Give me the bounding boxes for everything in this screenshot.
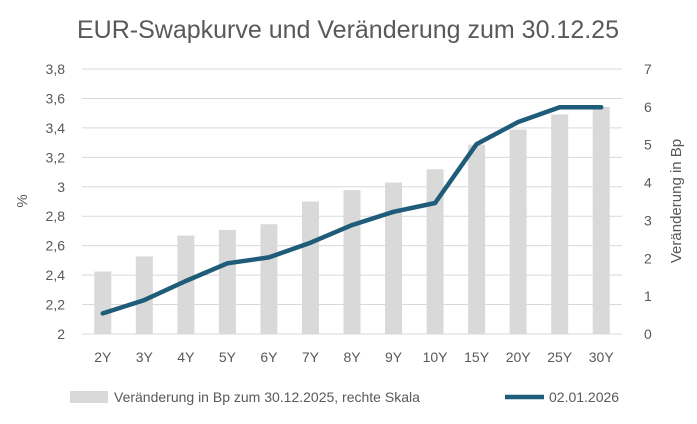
x-axis-ticks: 2Y 3Y 4Y 5Y 6Y 7Y 8Y 9Y 10Y 15Y 20Y 25Y 30Y: [94, 349, 614, 365]
line-point: [559, 106, 561, 108]
left-tick-label: 3,4: [46, 120, 66, 136]
line-series: [100, 105, 604, 316]
line-point: [226, 262, 228, 264]
legend-bar-swatch: [70, 391, 108, 403]
x-tick-label: 9Y: [385, 349, 403, 365]
line-point: [393, 211, 395, 213]
bar: [385, 182, 403, 334]
left-tick-label: 3,6: [46, 90, 66, 106]
right-tick-label: 5: [644, 137, 652, 153]
chart-title: EUR-Swapkurve und Veränderung zum 30.12.…: [77, 16, 619, 44]
right-axis-ticks: 0 1 2 3 4 5 6 7: [644, 61, 652, 342]
line-point: [476, 143, 478, 145]
bar: [468, 144, 486, 334]
line-point: [434, 202, 436, 204]
left-tick-label: 3: [57, 179, 65, 195]
x-tick-label: 30Y: [589, 349, 615, 365]
line-point: [143, 299, 145, 301]
left-tick-label: 3,8: [46, 61, 66, 77]
line-point: [517, 121, 519, 123]
x-tick-label: 4Y: [177, 349, 195, 365]
bar: [94, 271, 112, 334]
right-tick-label: 1: [644, 288, 652, 304]
bar: [551, 114, 569, 334]
x-tick-label: 15Y: [464, 349, 490, 365]
right-tick-label: 6: [644, 99, 652, 115]
right-tick-label: 4: [644, 175, 652, 191]
left-tick-label: 3,2: [46, 149, 66, 165]
bar: [426, 169, 444, 334]
right-axis-label: Veränderung in Bp: [668, 139, 685, 263]
bar: [260, 224, 278, 334]
left-axis-label: %: [14, 194, 31, 207]
line-point: [185, 280, 187, 282]
left-tick-label: 2: [57, 326, 65, 342]
x-tick-label: 8Y: [343, 349, 361, 365]
line-point: [102, 312, 104, 314]
bar: [343, 190, 361, 334]
line-point: [351, 224, 353, 226]
legend-line-label: 02.01.2026: [549, 389, 619, 405]
right-tick-label: 0: [644, 326, 652, 342]
line-point: [309, 242, 311, 244]
left-tick-label: 2,6: [46, 238, 66, 254]
bar: [592, 106, 610, 334]
left-axis-ticks: 2 2,2 2,4 2,6 2,8 3 3,2 3,4 3,6 3,8: [46, 61, 66, 342]
left-tick-label: 2,2: [46, 297, 66, 313]
line-point: [600, 106, 602, 108]
bar: [509, 129, 527, 334]
right-tick-label: 2: [644, 250, 652, 266]
bar-series: [94, 106, 610, 334]
left-tick-label: 2,4: [46, 267, 66, 283]
x-tick-label: 6Y: [260, 349, 278, 365]
left-tick-label: 2,8: [46, 208, 66, 224]
x-tick-label: 3Y: [136, 349, 154, 365]
x-tick-label: 7Y: [302, 349, 320, 365]
bar: [135, 256, 153, 334]
legend-bar-label: Veränderung in Bp zum 30.12.2025, rechte…: [114, 389, 420, 405]
x-tick-label: 20Y: [506, 349, 532, 365]
x-tick-label: 10Y: [423, 349, 449, 365]
bar: [218, 229, 236, 334]
bar: [177, 235, 195, 334]
legend: Veränderung in Bp zum 30.12.2025, rechte…: [70, 389, 619, 405]
right-tick-label: 3: [644, 212, 652, 228]
x-tick-label: 5Y: [219, 349, 237, 365]
right-tick-label: 7: [644, 61, 652, 77]
bar: [301, 201, 319, 334]
line-point: [268, 256, 270, 258]
x-tick-label: 25Y: [547, 349, 573, 365]
x-tick-label: 2Y: [94, 349, 112, 365]
